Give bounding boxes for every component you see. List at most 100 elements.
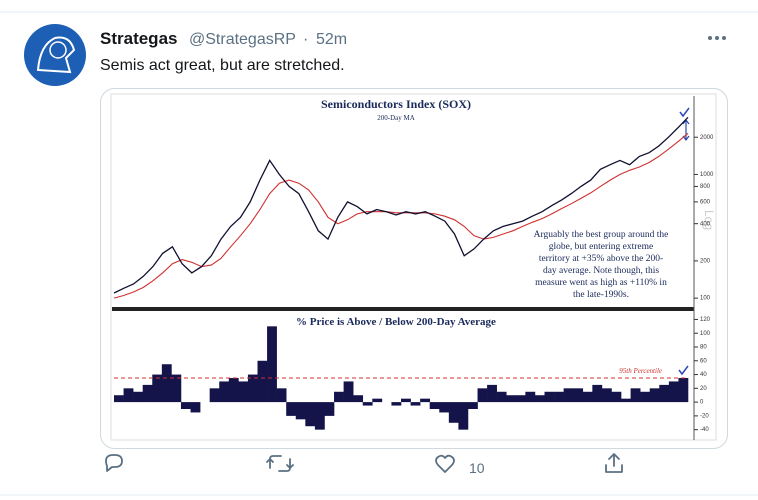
more-button[interactable]	[708, 36, 726, 40]
bar	[267, 326, 277, 403]
tweet-text: Semis act great, but are stretched.	[100, 57, 345, 74]
bar	[391, 402, 402, 406]
bar	[659, 384, 670, 403]
panel-divider	[112, 307, 694, 311]
y-tick-label: 20	[700, 386, 707, 392]
bar	[209, 388, 220, 403]
bar	[180, 402, 191, 409]
bar	[630, 388, 641, 403]
bar	[601, 388, 612, 403]
bar	[142, 384, 153, 403]
y-tick-label: 100	[700, 331, 711, 337]
y-tick-label: 800	[700, 184, 711, 190]
bar	[286, 402, 297, 416]
bar	[477, 388, 488, 403]
bar	[506, 395, 517, 403]
bar	[161, 364, 172, 403]
bar	[458, 402, 469, 430]
bar	[554, 391, 564, 403]
bar	[324, 402, 335, 416]
annotation: territory at +35% above the 200-	[539, 254, 663, 264]
avatar[interactable]	[24, 24, 86, 86]
reference-label: 95th Percentile	[619, 367, 662, 375]
bar	[668, 381, 679, 403]
bar	[314, 402, 325, 430]
annotation: globe, but entering extreme	[549, 242, 653, 252]
bar	[190, 402, 201, 413]
bar	[487, 384, 497, 403]
annotation: Arguably the best group around the	[534, 230, 669, 240]
bar	[334, 391, 344, 403]
annotation: day average. Note though, this	[543, 266, 659, 276]
chart-image	[110, 93, 717, 441]
bar	[133, 391, 143, 403]
retweet-button[interactable]	[266, 455, 294, 472]
bar	[439, 402, 450, 413]
annotation: measure went as high as +110% in	[535, 278, 667, 288]
bar	[678, 378, 689, 403]
reply-button[interactable]	[105, 454, 123, 472]
bar	[152, 374, 163, 403]
y-tick-label: 120	[700, 317, 711, 323]
bar	[401, 398, 411, 403]
like-count: 10	[469, 460, 485, 476]
like-button[interactable]	[435, 454, 455, 473]
bar	[640, 391, 651, 403]
time[interactable]: 52m	[316, 31, 347, 48]
y-tick-label: 1000	[700, 172, 714, 178]
bar	[496, 391, 507, 403]
bar	[649, 388, 660, 403]
y-tick-label: -40	[700, 427, 709, 433]
separator: ·	[303, 31, 308, 48]
bar	[410, 402, 421, 406]
share-button[interactable]	[605, 453, 623, 473]
y-tick-label: 200	[700, 258, 711, 264]
bar	[621, 398, 631, 403]
check	[678, 365, 689, 376]
author-handle[interactable]: @StrategasRP	[189, 31, 296, 48]
y-tick-label: 60	[700, 358, 707, 364]
check	[679, 107, 690, 118]
bar	[544, 391, 555, 403]
bar	[305, 402, 316, 427]
y-tick-label: 0	[700, 400, 704, 406]
y-tick-label: 600	[700, 199, 711, 205]
bar	[525, 391, 536, 403]
bar	[362, 402, 373, 406]
bar	[123, 388, 134, 403]
bar	[592, 384, 603, 403]
y-tick-label: 100	[700, 296, 711, 302]
bar	[467, 402, 478, 409]
panel-title: % Price is Above / Below 200-Day Average	[296, 316, 496, 328]
bar	[515, 395, 526, 403]
bar	[343, 381, 354, 403]
bar	[420, 398, 430, 403]
bar	[114, 395, 124, 403]
chart-title: Semiconductors Index (SOX)	[321, 97, 471, 111]
bar	[295, 402, 306, 420]
bar	[573, 388, 584, 403]
y-tick-label: 400	[700, 221, 711, 227]
bar	[534, 395, 545, 403]
bar	[353, 395, 364, 403]
bar	[276, 388, 287, 403]
y-tick-label: 2000	[700, 135, 714, 141]
bar	[171, 374, 182, 403]
bar	[563, 388, 574, 403]
bar	[238, 381, 249, 403]
line-series	[113, 116, 689, 294]
scale-label: Log	[702, 210, 716, 230]
author-name[interactable]: Strategas	[100, 29, 177, 48]
y-tick-label: 80	[700, 345, 707, 351]
y-tick-label: -20	[700, 413, 709, 419]
bar	[448, 402, 459, 423]
bar	[611, 391, 622, 403]
bar	[247, 374, 258, 403]
bar	[257, 360, 268, 403]
y-tick-label: 40	[700, 372, 707, 378]
bar	[429, 402, 440, 409]
bar	[582, 391, 593, 403]
bar	[372, 398, 383, 403]
